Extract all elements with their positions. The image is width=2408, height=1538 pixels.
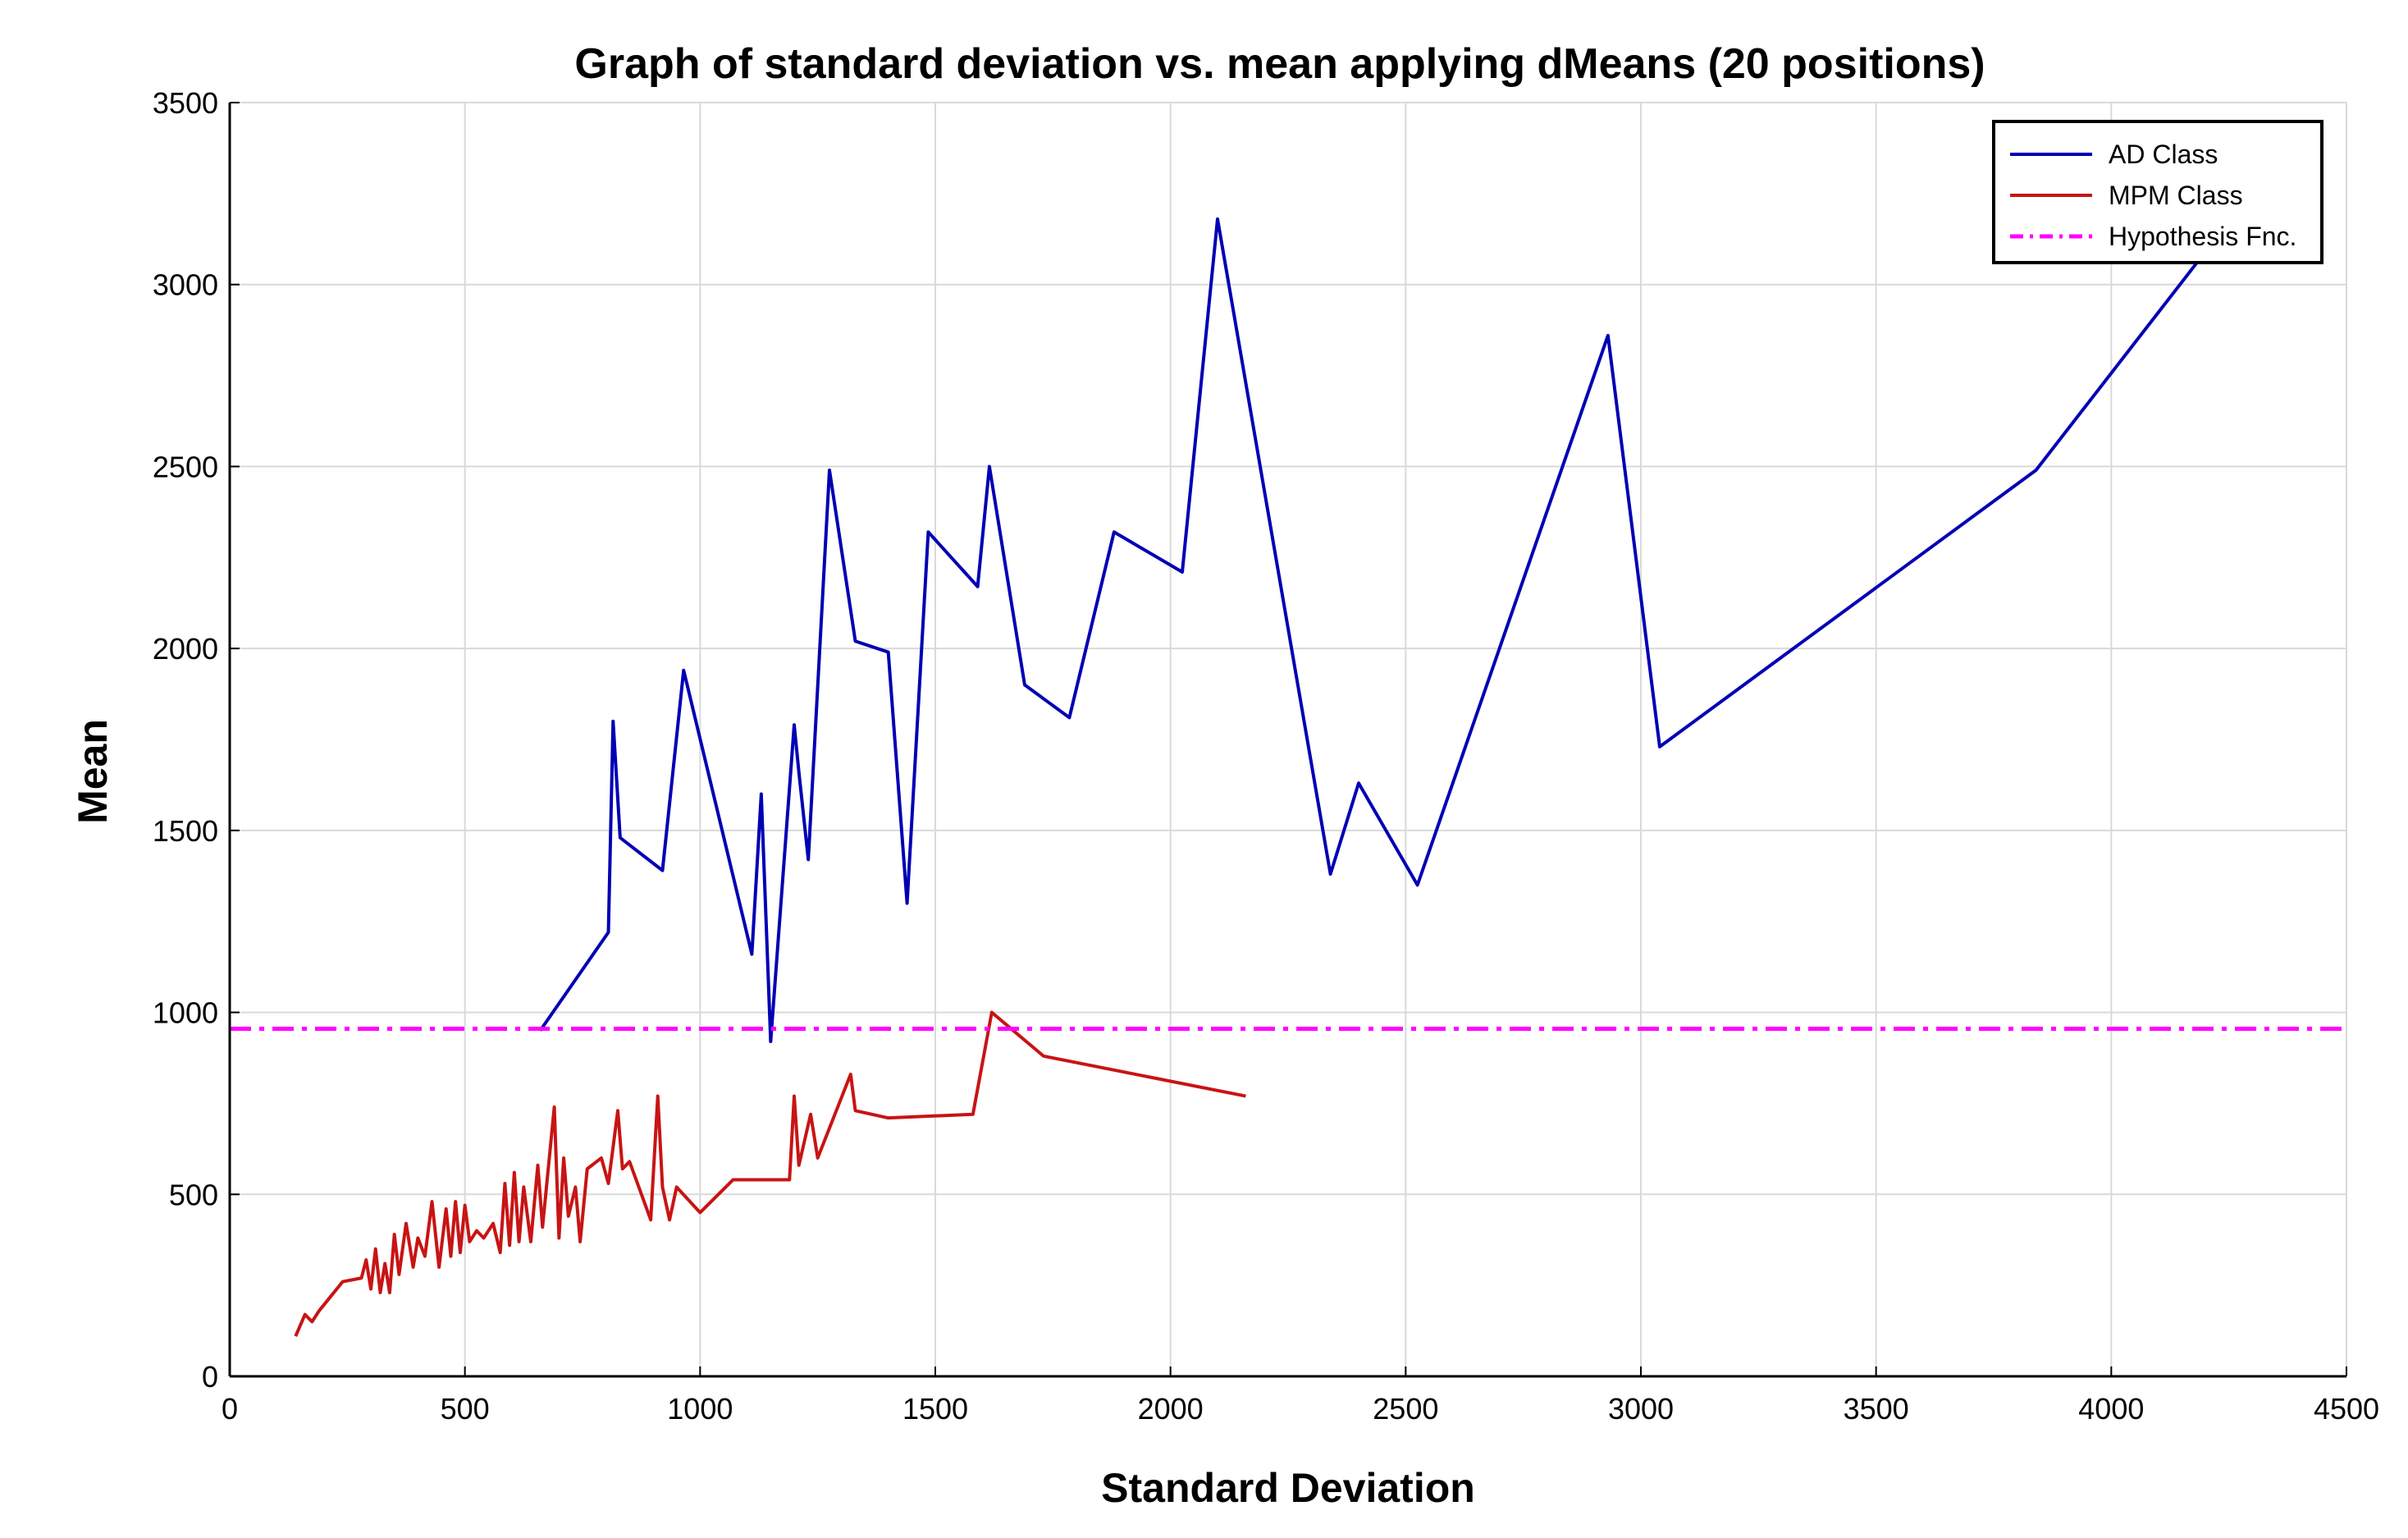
- x-tick-label: 1000: [667, 1392, 733, 1426]
- legend-label: MPM Class: [2109, 181, 2243, 210]
- x-axis-label: Standard Deviation: [1101, 1465, 1475, 1511]
- x-tick-label: 4500: [2314, 1392, 2379, 1426]
- ticks-layer: 0 500 1000 1500 2000 2500 3000 3500 4000 4500 0 500…: [153, 86, 2379, 1426]
- chart-title: Graph of standard deviation vs. mean app…: [574, 40, 1985, 88]
- y-tick-label: 1500: [153, 814, 218, 848]
- legend-label: AD Class: [2109, 140, 2218, 169]
- x-tick-label: 2000: [1138, 1392, 1204, 1426]
- legend: AD Class MPM Class Hypothesis Fnc.: [1992, 120, 2323, 264]
- y-tick-label: 2500: [153, 450, 218, 483]
- legend-box: [1992, 120, 2323, 264]
- x-tick-label: 500: [441, 1392, 490, 1426]
- series-line-mpm-class: [294, 1010, 1246, 1338]
- x-tick-label: 3500: [1844, 1392, 1909, 1426]
- axes-layer: [228, 103, 2346, 1378]
- y-tick-label: 1000: [153, 996, 218, 1030]
- series-line-ad-class: [538, 217, 2207, 1044]
- x-tick-label: 0: [222, 1392, 238, 1426]
- legend-items: AD Class MPM Class Hypothesis Fnc.: [2010, 140, 2296, 251]
- x-tick-label: 3000: [1608, 1392, 1674, 1426]
- series-layer: [230, 217, 2346, 1338]
- legend-label: Hypothesis Fnc.: [2109, 222, 2296, 251]
- y-tick-label: 3500: [153, 86, 218, 120]
- y-tick-label: 500: [169, 1178, 218, 1211]
- y-tick-label: 2000: [153, 632, 218, 666]
- y-tick-label: 3000: [153, 268, 218, 302]
- x-tick-label: 1500: [902, 1392, 968, 1426]
- x-tick-label: 2500: [1373, 1392, 1438, 1426]
- y-tick-label: 0: [202, 1360, 218, 1394]
- x-tick-label: 4000: [2078, 1392, 2144, 1426]
- y-axis-label: Mean: [70, 719, 116, 824]
